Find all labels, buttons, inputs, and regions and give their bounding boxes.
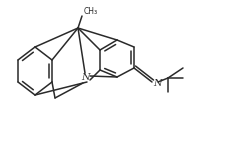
Text: N: N <box>152 79 161 88</box>
Text: CH₃: CH₃ <box>84 7 98 16</box>
Text: N: N <box>80 73 89 82</box>
